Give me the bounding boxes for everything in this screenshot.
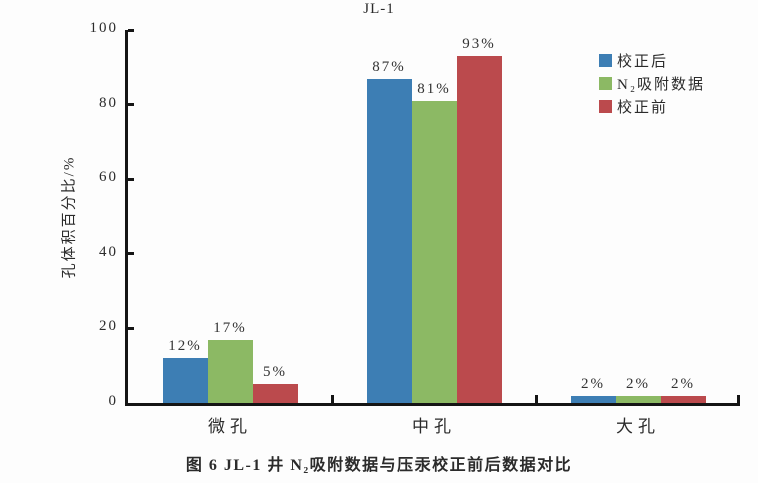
- figure-caption: 图 6 JL-1 井 N₂吸附数据与压汞校正前后数据对比: [185, 457, 573, 474]
- bar: [366, 78, 412, 403]
- y-tick: [128, 103, 134, 107]
- x-tick: [534, 395, 538, 403]
- y-tick: [128, 28, 134, 32]
- bar: [615, 395, 661, 403]
- bar-value-label: 2%: [626, 375, 650, 392]
- legend: 校正后 N₂吸附数据 校正前: [599, 49, 705, 118]
- bar: [207, 339, 253, 403]
- bar-value-label: 87%: [372, 58, 406, 75]
- bar-value-label: 2%: [671, 375, 695, 392]
- bar: [162, 358, 208, 403]
- legend-swatch: [599, 54, 612, 67]
- bar-value-label: 2%: [581, 375, 605, 392]
- x-category-label: 微孔: [208, 417, 252, 436]
- legend-label: N₂吸附数据: [617, 77, 706, 93]
- legend-swatch: [599, 100, 612, 113]
- legend-label: 校正前: [617, 100, 669, 116]
- y-tick-label: 100: [89, 20, 118, 36]
- bar-value-label: 5%: [263, 364, 287, 381]
- legend-item: 校正后: [599, 49, 705, 72]
- x-category-label: 中孔: [412, 417, 456, 436]
- bar: [660, 395, 706, 403]
- bar-value-label: 12%: [168, 338, 202, 355]
- bar: [570, 395, 616, 403]
- plot-area: 12% 17% 5% 87% 81% 93% 2% 2% 2%: [125, 28, 740, 406]
- y-tick-label: 40: [99, 243, 118, 260]
- chart-title: JL-1: [363, 1, 395, 17]
- y-tick: [128, 177, 134, 181]
- bar-value-label: 17%: [213, 319, 247, 336]
- x-category-label: 大孔: [616, 417, 660, 436]
- bar-value-label: 93%: [462, 36, 496, 53]
- x-tick: [330, 395, 334, 403]
- y-tick-label: 0: [108, 393, 118, 409]
- legend-swatch: [599, 77, 612, 90]
- bar-value-label: 81%: [417, 80, 451, 97]
- bar: [456, 56, 502, 403]
- y-tick-label: 20: [99, 318, 118, 335]
- bar: [252, 384, 298, 403]
- legend-label: 校正后: [617, 54, 669, 70]
- legend-item: 校正前: [599, 95, 705, 118]
- y-tick: [128, 326, 134, 330]
- legend-item: N₂吸附数据: [599, 72, 705, 95]
- y-tick-label: 80: [99, 94, 118, 111]
- y-tick-label: 60: [99, 169, 118, 186]
- y-tick: [128, 252, 134, 256]
- x-axis-end-tick: [737, 395, 740, 403]
- bar: [411, 100, 457, 403]
